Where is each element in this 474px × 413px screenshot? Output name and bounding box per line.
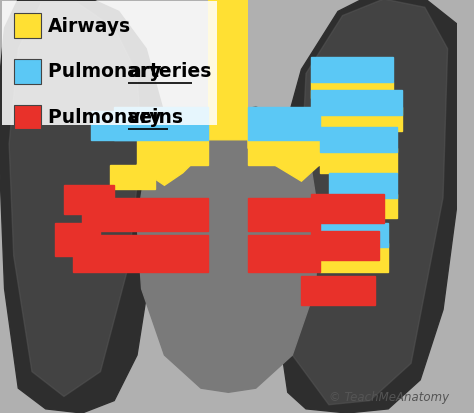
Polygon shape	[248, 198, 320, 231]
Polygon shape	[320, 149, 397, 173]
Text: Pulmonary: Pulmonary	[48, 62, 168, 81]
Polygon shape	[248, 140, 320, 165]
Polygon shape	[320, 128, 397, 153]
Polygon shape	[310, 194, 383, 223]
Polygon shape	[301, 277, 374, 306]
Polygon shape	[137, 140, 208, 165]
Polygon shape	[137, 116, 320, 186]
Text: Airways: Airways	[48, 17, 131, 36]
Text: Pulmonary: Pulmonary	[48, 107, 168, 126]
Polygon shape	[329, 194, 397, 219]
Bar	[208, 0, 248, 124]
Polygon shape	[73, 235, 208, 273]
Polygon shape	[310, 83, 393, 99]
Polygon shape	[310, 107, 402, 132]
Text: veins: veins	[128, 107, 184, 126]
FancyBboxPatch shape	[2, 2, 217, 126]
Polygon shape	[329, 173, 397, 198]
Polygon shape	[270, 0, 457, 413]
Polygon shape	[137, 107, 320, 392]
Text: arteries: arteries	[128, 62, 211, 81]
Bar	[14, 14, 41, 39]
Polygon shape	[114, 107, 208, 140]
Polygon shape	[0, 0, 164, 413]
Bar	[14, 60, 41, 85]
Polygon shape	[64, 186, 114, 215]
Polygon shape	[82, 198, 208, 231]
Polygon shape	[320, 223, 388, 248]
Polygon shape	[91, 112, 137, 140]
Polygon shape	[248, 235, 320, 273]
Polygon shape	[248, 107, 320, 140]
Polygon shape	[310, 231, 379, 260]
Polygon shape	[55, 223, 100, 256]
Bar	[14, 105, 41, 130]
Polygon shape	[310, 91, 402, 116]
Text: © TeachMeAnatomy: © TeachMeAnatomy	[329, 390, 449, 403]
Polygon shape	[109, 165, 155, 190]
Polygon shape	[310, 58, 393, 83]
Polygon shape	[292, 0, 447, 405]
Polygon shape	[320, 244, 388, 273]
Polygon shape	[9, 4, 142, 396]
